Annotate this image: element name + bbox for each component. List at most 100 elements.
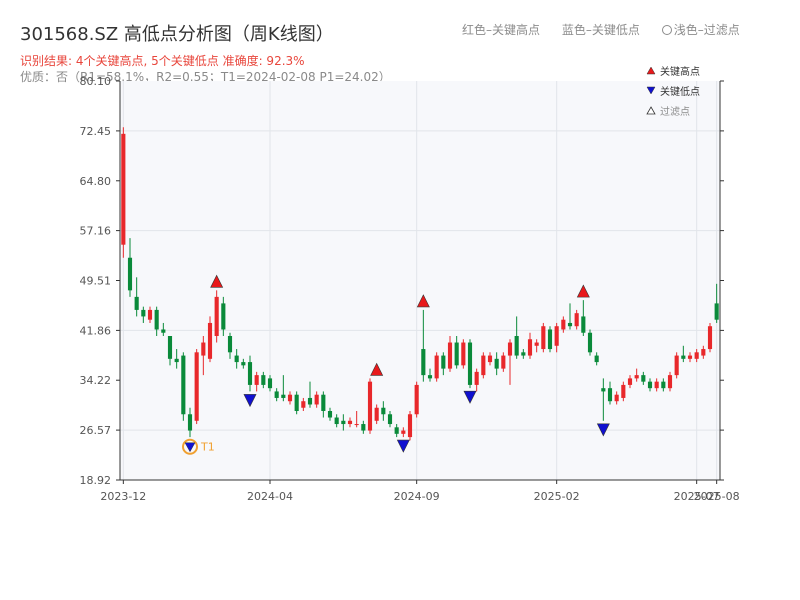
- y-axis-ticks: 80.10 72.45 64.80 57.16 49.51 41.86 34.22 26.57…: [80, 75, 724, 487]
- candle: [121, 127, 126, 258]
- candle: [247, 355, 253, 392]
- key-high-marker: [576, 284, 590, 298]
- candle: [281, 375, 286, 402]
- legend-high-icon: [646, 66, 656, 75]
- t1-label: T1: [200, 441, 215, 454]
- candle: [307, 381, 313, 408]
- candle: [201, 336, 206, 376]
- candle-body: [421, 349, 426, 376]
- candle: [347, 417, 353, 428]
- top-legend-red: 红色–关键高点: [462, 23, 541, 37]
- candle: [254, 371, 259, 392]
- candle: [707, 322, 713, 353]
- candle: [467, 339, 473, 389]
- candle: [134, 277, 139, 317]
- candle: [194, 349, 199, 425]
- candle: [654, 378, 659, 392]
- candle-body: [474, 371, 479, 385]
- candle: [221, 296, 226, 336]
- candle-body: [687, 355, 693, 359]
- circle-icon: [661, 25, 672, 35]
- candle: [547, 326, 553, 353]
- t1-low-marker: [184, 442, 196, 453]
- candle-body: [661, 381, 666, 389]
- candle: [514, 316, 519, 359]
- candle-body: [594, 355, 599, 363]
- candle-body: [361, 424, 366, 431]
- candle: [501, 352, 506, 372]
- candle-body: [341, 420, 346, 425]
- candle-body: [221, 303, 226, 330]
- candle-body: [394, 427, 399, 434]
- candle-body: [181, 355, 186, 415]
- candle: [427, 368, 433, 382]
- candle: [494, 352, 499, 376]
- candle: [534, 339, 539, 353]
- candle-body: [174, 358, 179, 363]
- candle-body: [281, 394, 286, 398]
- candle: [267, 375, 273, 392]
- candle: [614, 391, 619, 405]
- x-tick-label: 2023-12: [100, 490, 146, 503]
- candle: [174, 349, 179, 369]
- markers: T1: [182, 274, 610, 455]
- candle: [161, 322, 166, 336]
- legend-low-label: 关键低点: [660, 85, 700, 98]
- y-tick-label: 41.86: [80, 324, 112, 337]
- candle-body: [401, 430, 406, 434]
- candle-body: [441, 355, 446, 369]
- candle: [327, 407, 333, 421]
- y-tick-label: 80.10: [80, 75, 112, 88]
- candle-body: [254, 375, 259, 385]
- candle: [361, 420, 366, 434]
- candle: [667, 371, 673, 392]
- top-legend-light: 浅色–过滤点: [673, 23, 740, 37]
- candle-body: [707, 326, 713, 350]
- candle-body: [147, 309, 153, 320]
- candle-body: [507, 342, 513, 356]
- candle-body: [194, 352, 199, 421]
- candle: [581, 300, 586, 336]
- candle-body: [501, 355, 506, 369]
- key-high-marker: [416, 294, 430, 308]
- candle-body: [187, 414, 193, 431]
- candle-body: [554, 326, 559, 346]
- candle: [447, 336, 453, 372]
- candle-body: [287, 394, 293, 402]
- candle: [607, 381, 613, 405]
- candle-body: [547, 329, 553, 350]
- candle-body: [667, 375, 673, 389]
- x-tick-label: 2025-02: [534, 490, 580, 503]
- candle-body: [614, 394, 619, 402]
- candle: [574, 309, 579, 330]
- candle: [181, 352, 186, 421]
- candle: [127, 238, 133, 297]
- candle-body: [121, 133, 126, 245]
- legend-filtered-icon: [646, 106, 656, 115]
- candle-body: [141, 309, 146, 317]
- candle: [214, 290, 219, 343]
- candle: [621, 381, 626, 402]
- candle-body: [461, 342, 466, 366]
- candle-body: [647, 381, 653, 389]
- candle-body: [567, 322, 573, 327]
- candle-body: [454, 342, 459, 366]
- candle: [234, 349, 239, 369]
- candle: [141, 306, 146, 323]
- y-tick-label: 57.16: [80, 225, 112, 238]
- candle-body: [327, 411, 333, 418]
- candle: [287, 391, 293, 405]
- candle-body: [521, 352, 526, 356]
- candle-body: [527, 339, 533, 356]
- candle-body: [681, 355, 686, 359]
- candle-body: [481, 355, 486, 376]
- candle-body: [127, 257, 133, 291]
- candle: [474, 368, 479, 392]
- candle-body: [407, 414, 413, 438]
- candle-body: [541, 326, 546, 350]
- candle: [567, 303, 573, 330]
- candle: [207, 316, 213, 363]
- candle: [594, 352, 599, 366]
- candle-body: [154, 309, 159, 330]
- candle-body: [167, 336, 173, 359]
